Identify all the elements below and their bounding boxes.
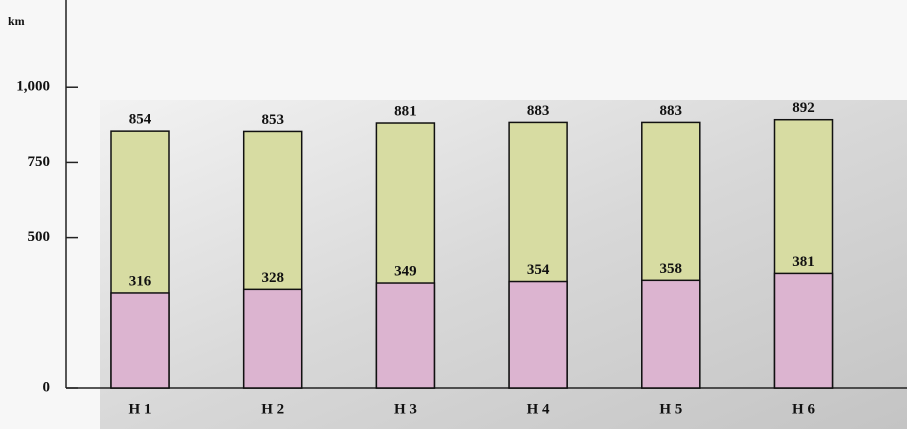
bar [641,279,701,389]
x-tick-label: H 5 [659,401,682,417]
value-label: 883 [527,103,550,119]
y-tick-label: 0 [43,379,51,395]
x-tick-label: H 3 [394,401,417,417]
value-label: 358 [660,261,683,277]
bar [110,292,170,389]
photo-backdrop [100,100,907,429]
value-label: 853 [261,112,284,128]
value-label: 328 [261,270,284,286]
x-tick-label: H 6 [792,401,815,417]
x-tick-label: H 1 [129,401,152,417]
bar [508,280,568,389]
y-tick-label: 750 [28,154,51,170]
value-label: 881 [394,103,417,119]
value-label: 883 [660,103,683,119]
y-unit: km [8,14,25,28]
value-label: 349 [394,263,417,279]
value-label: 854 [129,112,152,128]
y-tick-label: 500 [28,229,51,245]
value-label: 381 [792,254,815,270]
bar [375,282,436,389]
value-label: 892 [792,100,815,116]
x-tick-label: H 4 [527,401,550,417]
x-tick-label: H 2 [261,401,284,417]
value-label: 354 [527,262,550,278]
bar [773,272,834,389]
y-tick-label: 1,000 [16,79,50,95]
value-label: 316 [129,273,152,289]
bar [242,288,303,389]
